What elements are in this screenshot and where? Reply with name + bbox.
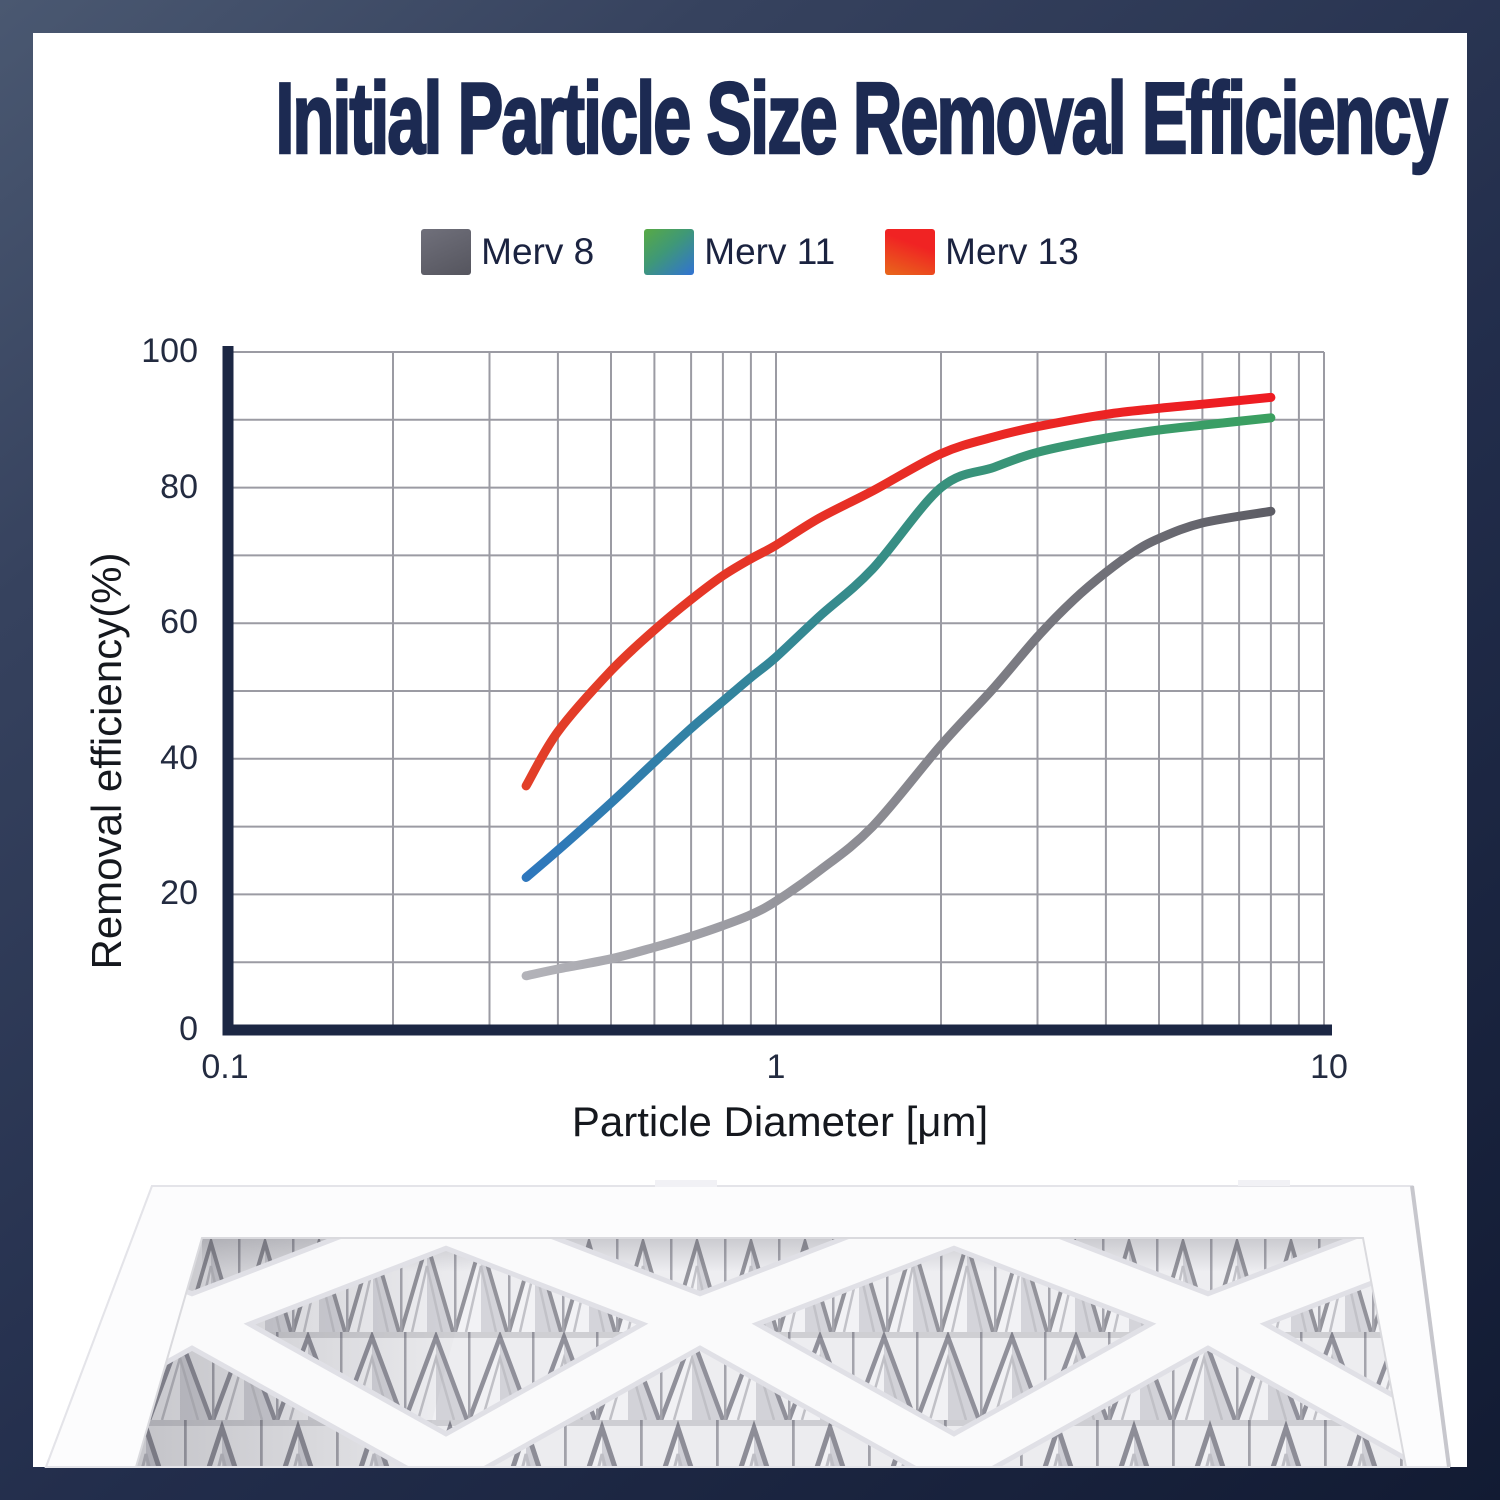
filter-frame-band <box>46 1186 1449 1467</box>
page-title: Initial Particle Size Removal Efficiency <box>275 62 1449 177</box>
series-line-merv-11 <box>521 413 1276 882</box>
merv-11-swatch <box>644 229 695 275</box>
series-line-merv-8 <box>521 506 1276 981</box>
x-tick-10: 10 <box>1310 1048 1348 1086</box>
legend-item-merv-11: Merv 11 <box>644 229 835 275</box>
air-filter-illustration <box>44 1180 1451 1468</box>
x-tick-1: 1 <box>766 1048 786 1086</box>
legend-item-merv-13: Merv 13 <box>885 229 1079 275</box>
filter-top-tab <box>1238 1180 1290 1186</box>
chart-legend: Merv 8 Merv 11 Merv 13 <box>0 224 1500 280</box>
y-tick-60: 60 <box>160 603 198 641</box>
y-tick-20: 20 <box>160 874 198 912</box>
chart-axes <box>222 346 1332 1036</box>
legend-label: Merv 11 <box>704 231 836 272</box>
y-tick-100: 100 <box>141 332 198 370</box>
legend-label: Merv 8 <box>481 231 595 272</box>
legend-item-merv-8: Merv 8 <box>421 229 594 275</box>
filter-edge-shadow <box>1410 1185 1451 1468</box>
x-tick-0.1: 0.1 <box>201 1048 249 1086</box>
chart-gridlines <box>228 351 1325 1030</box>
merv-13-swatch <box>885 229 936 275</box>
filter-top-tab <box>655 1180 717 1187</box>
series-line-merv-13 <box>521 392 1276 791</box>
merv-8-swatch <box>421 229 472 275</box>
x-axis-title: Particle Diameter [μm] <box>571 1098 989 1145</box>
y-tick-40: 40 <box>160 739 198 777</box>
legend-label: Merv 13 <box>945 231 1079 272</box>
filter-pleats <box>136 1238 1406 1467</box>
y-tick-0: 0 <box>179 1010 198 1048</box>
y-axis-title: Removal efficiency(%) <box>83 552 130 970</box>
y-tick-80: 80 <box>160 468 198 506</box>
chart-series-curves <box>521 392 1276 981</box>
